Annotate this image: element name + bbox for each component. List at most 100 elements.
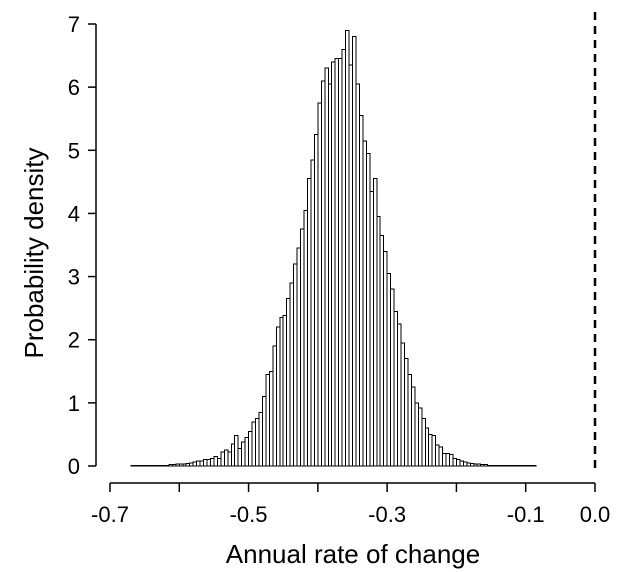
histogram-bar [320, 80, 326, 467]
x-axis: -0.7 -0.5 -0.3 -0.1 0.0 [91, 482, 610, 527]
histogram-bar [268, 370, 274, 467]
histogram-bar [341, 48, 347, 467]
histogram-bar [435, 444, 440, 467]
y-tick-label: 3 [68, 265, 80, 290]
histogram-bar [289, 282, 295, 467]
histogram-bar [452, 457, 457, 467]
histogram-bar [313, 134, 319, 467]
histogram-bar [518, 464, 523, 467]
histogram-bar [442, 452, 447, 467]
histogram-bar [255, 418, 260, 467]
y-tick-label: 0 [68, 454, 80, 479]
histogram-bar [369, 190, 374, 467]
histogram-bar [244, 437, 250, 467]
histogram-bar [213, 456, 218, 467]
histogram-bar [400, 342, 405, 467]
y-tick-label: 4 [68, 201, 80, 226]
histogram-bar [390, 288, 395, 467]
histogram-bar [199, 460, 205, 467]
histogram-bar [476, 463, 482, 467]
histogram-bar [237, 447, 243, 467]
y-tick-label: 7 [68, 12, 80, 37]
histogram-bar [317, 102, 322, 467]
histogram-bar [279, 317, 284, 467]
histogram-bar [528, 464, 534, 467]
histogram-bar [241, 441, 246, 467]
histogram-bar [397, 323, 402, 467]
histogram-bar [161, 464, 166, 467]
histogram-bar [189, 462, 194, 467]
histogram-bar [487, 464, 492, 467]
histogram-bar [234, 435, 239, 467]
y-axis-title: Probability density [19, 148, 49, 359]
histogram-bar [507, 464, 513, 467]
histogram-bar [497, 464, 502, 467]
histogram-bar [345, 29, 350, 467]
histogram-bar [130, 464, 135, 467]
histogram-bar [469, 462, 475, 467]
histogram-bar [171, 464, 177, 467]
histogram-bar [147, 464, 153, 467]
histogram-bar [310, 159, 315, 467]
histogram-bar [151, 464, 156, 467]
histogram-bar [154, 464, 159, 467]
histogram-bar [178, 463, 184, 467]
histogram-bar [473, 463, 478, 467]
histogram-bar [223, 449, 229, 467]
histogram-bar [334, 58, 340, 467]
histogram-bar [216, 457, 222, 467]
histogram-bar [504, 464, 509, 467]
x-tick-label: -0.5 [230, 502, 268, 527]
histogram-bar [137, 464, 142, 467]
histogram-bar [407, 373, 412, 467]
histogram-bar [182, 463, 187, 467]
histogram-bar [140, 464, 146, 467]
histogram-bar [265, 373, 270, 467]
y-tick-label: 6 [68, 75, 80, 100]
histogram-bar [490, 464, 496, 467]
histogram-bar [532, 464, 537, 467]
y-tick-label: 1 [68, 391, 80, 416]
histogram-bar [383, 250, 388, 467]
x-tick-label: -0.1 [507, 502, 545, 527]
histogram-bar [376, 216, 381, 467]
histogram-bar [348, 64, 354, 467]
histogram-bar [196, 460, 201, 467]
histogram-bar [379, 235, 385, 467]
histogram-bar [386, 272, 392, 467]
histogram-bar [365, 152, 371, 467]
histogram-bar [372, 178, 378, 467]
histogram-bar [421, 418, 426, 467]
histogram-bar [466, 462, 471, 467]
histogram-bar [521, 464, 527, 467]
histogram-bar [352, 36, 357, 467]
histogram-bar [227, 451, 232, 467]
histogram-bar [327, 83, 333, 467]
histogram-bar [144, 464, 149, 467]
histogram-bar [358, 115, 364, 467]
histogram-bar [480, 464, 485, 467]
histogram-bar [410, 386, 416, 467]
histogram-bar [293, 263, 298, 467]
x-tick-label: -0.3 [368, 502, 406, 527]
histogram-bar [296, 247, 302, 467]
histogram-bar [428, 433, 433, 467]
histogram-bar [168, 464, 173, 467]
histogram-bar [362, 140, 367, 467]
histogram-bar [494, 464, 499, 467]
histogram-bar [459, 460, 464, 467]
histogram-bar [158, 464, 163, 467]
histogram-bar [203, 459, 208, 467]
histogram-bar [355, 83, 360, 467]
histogram-bar [282, 315, 288, 467]
histogram-bar [462, 461, 468, 467]
histogram-bar [455, 459, 461, 467]
x-axis-title: Annual rate of change [226, 539, 480, 569]
x-tick-label: -0.7 [91, 502, 129, 527]
histogram-bar [449, 454, 454, 467]
histogram-bar [206, 459, 211, 467]
histogram-bar [220, 451, 225, 467]
histogram-bar [275, 326, 281, 467]
histogram-bar [185, 462, 191, 467]
